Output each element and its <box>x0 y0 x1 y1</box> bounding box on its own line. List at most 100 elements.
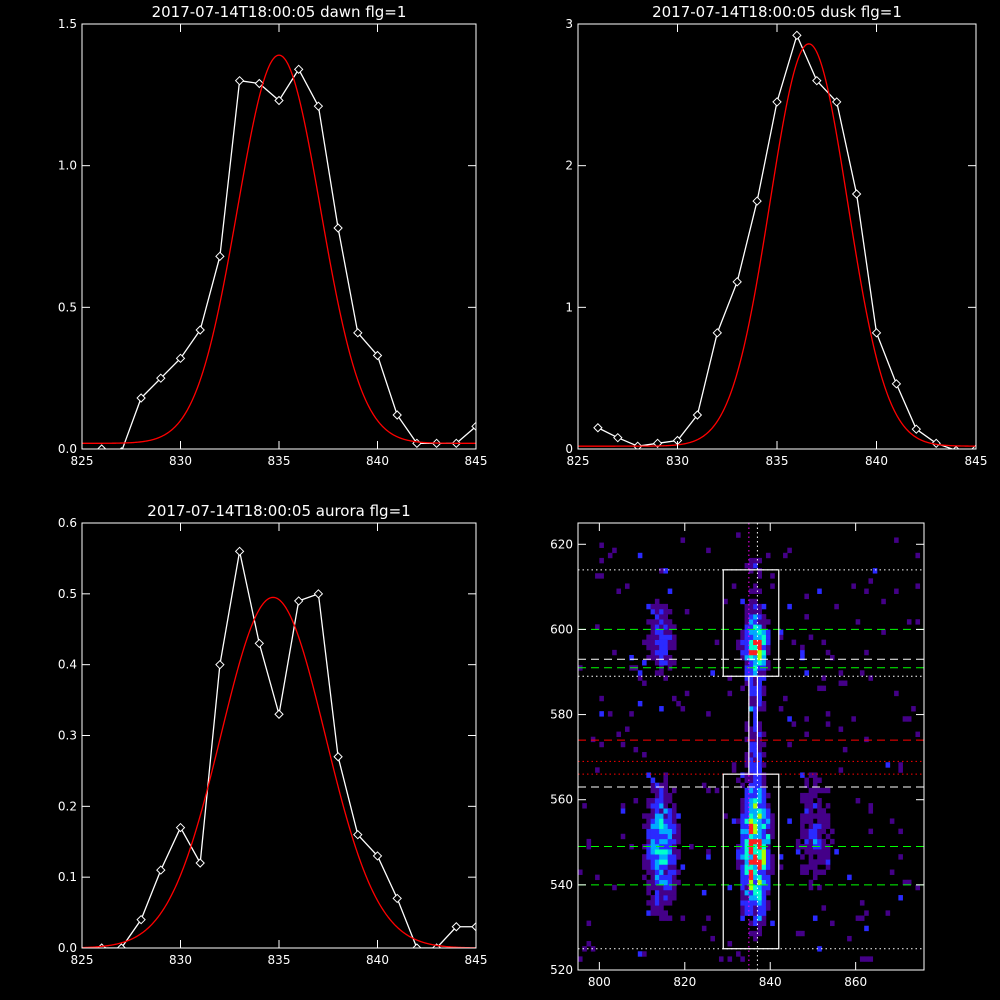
heatmap-cell <box>748 685 754 692</box>
heatmap-cell <box>654 629 660 635</box>
heatmap-cell <box>778 706 784 712</box>
heatmap-cell <box>761 634 767 640</box>
heatmap-cell <box>663 869 668 875</box>
heatmap-cell <box>744 823 750 829</box>
heatmap-cell <box>838 767 844 773</box>
heatmap-cell <box>659 838 664 845</box>
heatmap-cell <box>654 864 660 870</box>
heatmap-cell <box>761 603 767 610</box>
heatmap-cell <box>646 603 651 610</box>
heatmap-cell <box>753 634 758 640</box>
heatmap-cell <box>821 685 827 692</box>
x-tick-label: 825 <box>71 454 94 468</box>
data-point <box>812 75 822 86</box>
heatmap-cell <box>659 889 664 896</box>
heatmap-cell <box>765 818 771 824</box>
heatmap-cell <box>753 843 758 850</box>
data-point <box>952 445 960 449</box>
heatmap-cell <box>654 808 660 814</box>
heatmap-cell <box>830 920 835 927</box>
heatmap-cell <box>671 854 677 860</box>
heatmap-cell <box>582 803 587 809</box>
heatmap-cell <box>744 603 750 610</box>
heatmap-cell <box>761 706 767 712</box>
heatmap-cell <box>864 588 869 594</box>
heatmap-cell <box>667 859 673 865</box>
heatmap-cell <box>744 608 750 615</box>
heatmap-cell <box>740 685 745 692</box>
heatmap-cell <box>744 634 750 640</box>
heatmap-cell <box>667 869 673 875</box>
heatmap-cell <box>817 859 822 865</box>
data-point <box>175 822 186 833</box>
data-point <box>911 424 922 434</box>
heatmap-cell <box>753 849 758 855</box>
x-tick-label: 835 <box>268 953 291 967</box>
heatmap-cell <box>654 823 660 829</box>
heatmap-cell <box>825 813 831 819</box>
heatmap-cell <box>765 854 771 860</box>
heatmap-cell <box>654 782 660 789</box>
heatmap-cell <box>753 588 758 594</box>
heatmap-cell <box>671 787 677 794</box>
heatmap-cell <box>804 838 809 845</box>
heatmap-cell <box>808 833 814 840</box>
heatmap-cell <box>761 869 767 875</box>
heatmap-cell <box>646 900 651 906</box>
heatmap-cell <box>654 900 660 906</box>
heatmap-cell <box>753 782 758 789</box>
heatmap-cell <box>736 818 741 824</box>
plot-area <box>82 54 476 449</box>
heatmap-cell <box>663 654 668 661</box>
heatmap-cell <box>663 874 668 881</box>
heatmap-cell <box>812 864 818 870</box>
heatmap-cell <box>744 680 750 686</box>
heatmap-cell <box>757 874 762 881</box>
heatmap-cell <box>654 849 660 855</box>
heatmap-cell <box>667 900 673 906</box>
heatmap-cell <box>663 884 668 891</box>
heatmap-cell <box>706 711 711 717</box>
heatmap-cell <box>642 813 647 819</box>
x-tick-label: 830 <box>666 454 689 468</box>
heatmap-cell <box>731 767 737 773</box>
heatmap-cell <box>650 833 656 840</box>
heatmap-cell <box>868 803 874 809</box>
heatmap-cell <box>765 869 771 875</box>
heatmap-cell <box>825 818 831 824</box>
heatmap-cell <box>659 568 664 574</box>
data-point <box>831 97 842 107</box>
heatmap-cell <box>740 905 745 911</box>
y-tick-label: 0.5 <box>58 587 77 601</box>
heatmap-cell <box>667 792 673 799</box>
heatmap-cell <box>654 619 660 625</box>
heatmap-cell <box>663 915 668 921</box>
heatmap-cell <box>753 608 758 615</box>
heatmap-cell <box>765 864 771 870</box>
heatmap-cell <box>757 905 762 911</box>
heatmap-cell <box>757 741 762 748</box>
heatmap-cell <box>667 624 673 630</box>
heatmap-cell <box>731 818 737 824</box>
heatmap-cell <box>753 874 758 881</box>
heatmap-cell <box>757 654 762 661</box>
heatmap-cell <box>753 935 758 942</box>
heatmap-cell <box>676 854 681 860</box>
heatmap-cell <box>748 798 754 804</box>
heatmap-cell <box>821 905 827 911</box>
heatmap-cell <box>753 879 758 886</box>
heatmap-cell <box>748 588 754 594</box>
heatmap-cell <box>586 838 592 845</box>
heatmap-cell <box>821 843 827 850</box>
heatmap-cell <box>667 833 673 840</box>
data-point <box>175 353 186 364</box>
heatmap-cell <box>748 654 754 661</box>
y-tick-label: 0.0 <box>58 941 77 955</box>
heatmap-cell <box>761 741 767 748</box>
heatmap-cell <box>778 864 784 870</box>
heatmap-cell <box>787 547 792 554</box>
heatmap-cell <box>808 859 814 865</box>
heatmap-cell <box>676 838 681 845</box>
heatmap-cell <box>838 726 844 732</box>
